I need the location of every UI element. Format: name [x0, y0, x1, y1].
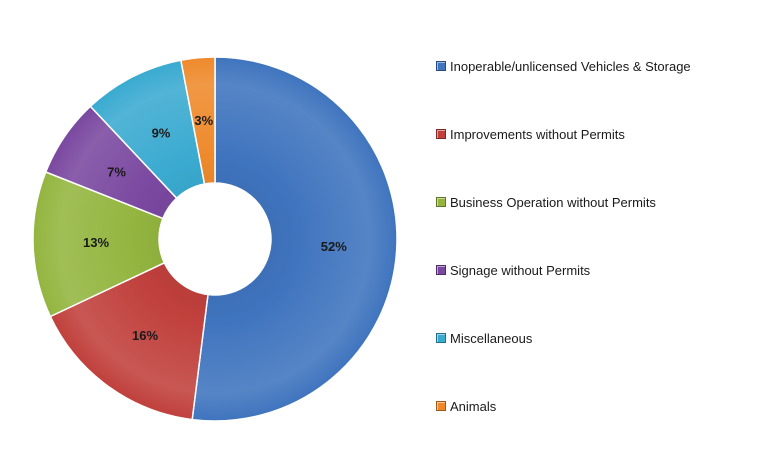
data-label-business-operation-without-permits: 13%: [83, 235, 109, 250]
slice-animals: [180, 56, 216, 185]
data-label-miscellaneous: 9%: [152, 125, 171, 140]
legend-label: Miscellaneous: [450, 330, 533, 346]
legend-label: Business Operation without Permits: [450, 194, 656, 210]
data-label-improvements-without-permits: 16%: [132, 328, 158, 343]
data-label-signage-without-permits: 7%: [107, 165, 126, 180]
legend-item-improvements-without-permits: Improvements without Permits: [436, 124, 761, 144]
legend-label: Animals: [450, 398, 497, 414]
data-label-animals: 3%: [194, 113, 213, 128]
slice-inoperable-unlicensed-vehicles-storage: [191, 56, 398, 422]
legend-swatch-icon: [436, 265, 446, 275]
legend-swatch-icon: [436, 197, 446, 207]
legend-swatch-icon: [436, 61, 446, 71]
legend-item-inoperable-unlicensed-vehicles-storage: Inoperable/unlicensed Vehicles & Storage: [436, 56, 761, 76]
legend-label: Signage without Permits: [450, 262, 591, 278]
legend-label: Improvements without Permits: [450, 126, 625, 142]
legend-label: Inoperable/unlicensed Vehicles & Storage: [450, 58, 691, 74]
data-label-inoperable-unlicensed-vehicles-storage: 52%: [321, 239, 347, 254]
slice-improvements-without-permits: [49, 261, 209, 421]
legend-item-animals: Animals: [436, 396, 761, 416]
doughnut-plot: 52% 16% 13% 7% 9% 3%: [32, 56, 398, 422]
legend-item-miscellaneous: Miscellaneous: [436, 328, 761, 348]
data-labels: 52% 16% 13% 7% 9% 3%: [83, 113, 347, 343]
legend-swatch-icon: [436, 129, 446, 139]
slices: [32, 56, 398, 422]
legend-swatch-icon: [436, 401, 446, 411]
legend: Inoperable/unlicensed Vehicles & Storage…: [436, 56, 761, 464]
slice-business-operation-without-permits: [32, 171, 166, 318]
legend-item-signage-without-permits: Signage without Permits: [436, 260, 761, 280]
legend-item-business-operation-without-permits: Business Operation without Permits: [436, 192, 761, 212]
legend-swatch-icon: [436, 333, 446, 343]
